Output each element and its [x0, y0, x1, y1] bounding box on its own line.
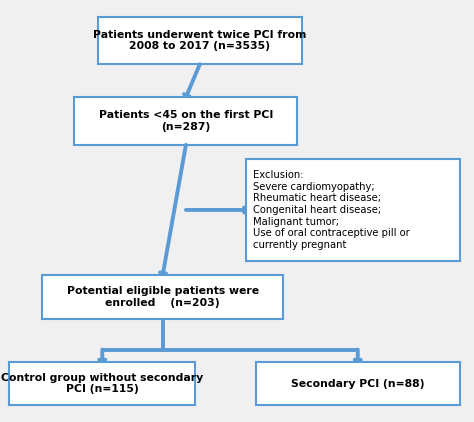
- Text: Potential eligible patients were
enrolled    (n=203): Potential eligible patients were enrolle…: [67, 286, 259, 308]
- Text: Exclusion:
Severe cardiomyopathy;
Rheumatic heart disease;
Congenital heart dise: Exclusion: Severe cardiomyopathy; Rheuma…: [253, 170, 410, 250]
- Text: Patients <45 on the first PCI
(n=287): Patients <45 on the first PCI (n=287): [99, 110, 273, 132]
- Text: Control group without secondary
PCI (n=115): Control group without secondary PCI (n=1…: [1, 373, 203, 395]
- FancyBboxPatch shape: [246, 159, 460, 261]
- Text: Patients underwent twice PCI from
2008 to 2017 (n=3535): Patients underwent twice PCI from 2008 t…: [93, 30, 307, 51]
- FancyBboxPatch shape: [42, 275, 283, 319]
- FancyBboxPatch shape: [98, 16, 302, 64]
- FancyBboxPatch shape: [255, 362, 460, 406]
- FancyBboxPatch shape: [74, 97, 297, 145]
- FancyBboxPatch shape: [9, 362, 195, 406]
- Text: Secondary PCI (n=88): Secondary PCI (n=88): [291, 379, 425, 389]
